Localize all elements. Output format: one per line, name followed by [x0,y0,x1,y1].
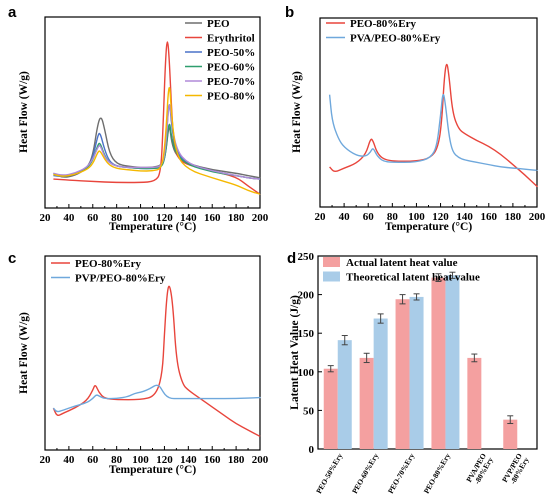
chart-panel-d: PEO-50%Ery PEO-60%Ery PEO-70%Ery PEO-80%Ery… [287,250,538,494]
y-tick-label: 100 [298,367,315,379]
plot-frame [44,16,261,209]
category-label-line: PEO-50%Ery [314,451,344,494]
legend-label: Theoretical latent heat value [346,272,480,284]
bar [503,419,518,449]
category-label: PEO-80%Ery [422,451,452,494]
bar [467,357,482,449]
series-line-pva-peo-80-ery [328,93,538,172]
x-tick-label: 200 [252,454,269,466]
x-tick-label: 120 [432,211,449,223]
chart-panel-c: 20 40 60 80 100 120 140 160 180 200 Temperature (°… [8,250,269,476]
x-tick-label: 140 [180,454,197,466]
x-tick-label: 140 [180,212,197,224]
x-tick-label: 60 [87,212,99,224]
x-tick-label: 160 [204,454,221,466]
x-axis-label: Temperature (°C) [109,464,196,476]
bar [395,299,410,449]
plot-frame [317,255,538,450]
y-axis-label: Heat Flow (W/g) [18,312,30,394]
x-tick-label: 180 [228,454,245,466]
bar [431,277,446,449]
legend-label: PEO-60% [207,62,255,74]
x-tick-label: 60 [363,211,375,223]
legend-label: PVP/PEO-80%Ery [75,273,166,285]
legend-swatch [323,257,340,267]
series-line-pvp-peo-80-ery [52,384,261,413]
x-tick-label: 100 [408,211,425,223]
x-tick-label: 80 [111,454,123,466]
legend-swatch [323,271,340,282]
category-label: PVP/PEO-80%Ery [500,451,531,487]
x-tick-label: 20 [315,211,327,223]
bar [359,357,374,449]
bar [409,296,424,449]
legend-label: PEO-80% [207,91,255,103]
x-axis-label: Temperature (°C) [385,221,472,233]
category-label-line: PEO-70%Ery [386,451,416,494]
x-tick-label: 160 [481,211,498,223]
legend-label: PVA/PEO-80%Ery [350,33,441,45]
series-line-peo-80- [53,87,261,195]
x-tick-label: 40 [339,211,351,223]
panel-label: d [287,250,296,267]
chart-panel-b: 20 40 60 80 100 120 140 160 180 200 Temperature (°… [285,4,546,233]
category-label-line: PEO-80%Ery [422,451,452,494]
chart-panel-a: 20 40 60 80 100 120 140 160 180 200 Temperature (°… [8,4,269,233]
x-tick-label: 40 [63,454,75,466]
panel-label: c [8,250,16,267]
x-tick-label: 180 [228,212,245,224]
category-label: PEO-70%Ery [386,451,416,494]
y-tick-label: 0 [309,444,315,456]
bar [445,275,460,449]
x-tick-label: 80 [387,211,399,223]
category-label: PVA/PEO-80%Ery [464,451,495,487]
legend-label: PEO-50% [207,47,255,59]
y-tick-label: 250 [298,251,315,263]
series-line-peo-80-ery [52,285,261,437]
legend-label: Actual latent heat value [346,257,458,269]
category-label: PEO-60%Ery [350,451,380,494]
legend-label: PEO-70% [207,76,255,88]
plot-frame [319,17,538,208]
x-tick-label: 20 [40,212,52,224]
y-tick-label: 50 [303,405,315,417]
y-axis-label: Heat Flow (W/g) [18,71,30,153]
x-axis-label: Temperature (°C) [109,221,196,233]
plot-frame [44,255,261,451]
legend-label: PEO [207,18,230,30]
x-tick-label: 180 [505,211,522,223]
panel-label: a [8,4,17,21]
x-tick-label: 60 [87,454,99,466]
x-tick-label: 140 [456,211,473,223]
bar [323,368,338,449]
series-line-peo-60- [53,123,261,180]
legend-label: PEO-80%Ery [75,258,141,270]
series-line-peo-70- [53,104,261,180]
x-tick-label: 120 [156,454,173,466]
x-tick-label: 100 [132,454,149,466]
bar [337,340,352,449]
x-tick-label: 40 [63,212,75,224]
category-label: PEO-50%Ery [314,451,344,494]
series-line-peo-80-ery [329,63,538,188]
x-tick-label: 100 [132,212,149,224]
x-tick-label: 80 [111,212,123,224]
x-tick-label: 200 [252,212,269,224]
category-label-line: PEO-60%Ery [350,451,380,494]
x-tick-label: 160 [204,212,221,224]
legend-label: PEO-80%Ery [350,18,416,30]
x-tick-label: 120 [156,212,173,224]
y-axis-label: Latent Heat Value (J/g) [289,295,301,410]
x-tick-label: 200 [529,211,546,223]
x-tick-label: 20 [40,454,52,466]
y-tick-label: 200 [298,290,315,302]
bar [373,318,388,449]
y-tick-label: 150 [298,328,315,340]
legend-label: Erythritol [207,33,255,45]
panel-label: b [285,4,294,21]
y-axis-label: Heat Flow (W/g) [291,71,303,153]
